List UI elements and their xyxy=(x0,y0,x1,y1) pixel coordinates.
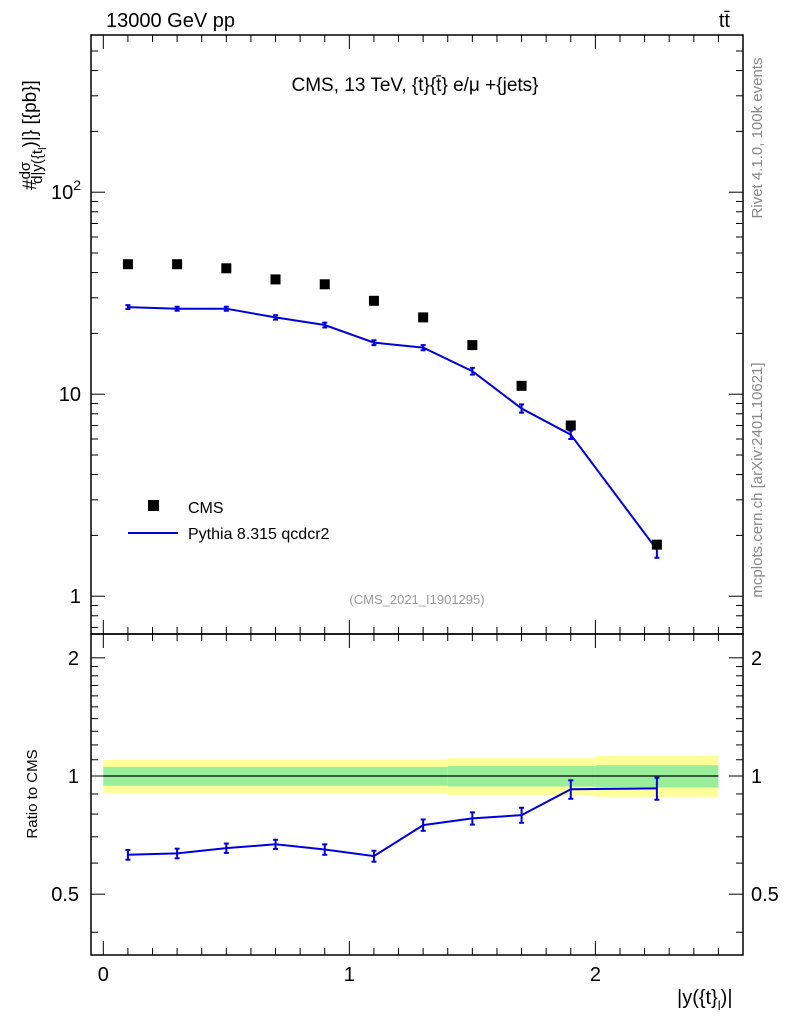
y-tick-label: 1 xyxy=(70,586,81,608)
y-label-denominator: d|y({t xyxy=(29,149,46,184)
cms-point xyxy=(172,259,183,270)
axes xyxy=(90,34,744,956)
x-tick-label: 0 xyxy=(98,964,109,986)
cms-point xyxy=(565,420,576,431)
legend-cms-marker xyxy=(148,500,159,511)
ratio-tick-label-right: 1 xyxy=(751,766,762,788)
y-label-numerator: dσ xyxy=(17,161,34,179)
cms-point xyxy=(122,259,133,270)
y-label-prefix: # xyxy=(20,179,41,190)
ratio-tick-label-left: 2 xyxy=(68,648,79,670)
side-text-mcplots: mcplots.cern.ch [arXiv:2401.10621] xyxy=(749,362,766,597)
x-label-tail: )| xyxy=(721,987,733,1009)
cms-point xyxy=(516,380,527,391)
cms-point xyxy=(221,263,232,274)
cms-point xyxy=(651,539,662,550)
cms-point xyxy=(467,340,478,351)
x-tick-label: 1 xyxy=(344,964,355,986)
y-tick-label: 10 xyxy=(59,384,81,406)
top-panel-frame xyxy=(90,34,744,635)
cms-point xyxy=(368,295,379,306)
analysis-id: (CMS_2021_I1901295) xyxy=(349,592,484,607)
cms-point xyxy=(270,274,281,285)
chart-title: CMS, 13 TeV, {t}{t̄} e/μ +{jets} xyxy=(291,75,538,96)
cms-point xyxy=(418,312,429,323)
y-tick-label: 102 xyxy=(51,177,81,204)
bottom-panel-frame xyxy=(90,633,744,956)
ratio-uncertainty-bands xyxy=(103,755,719,797)
legend-pythia-label: Pythia 8.315 qcdcr2 xyxy=(188,526,330,543)
y-label-tail: )|} [{pb}] xyxy=(20,80,41,147)
ratio-tick-label-right: 2 xyxy=(751,648,762,670)
cms-point xyxy=(319,279,330,290)
y-axis-label-bottom: Ratio to CMS xyxy=(24,749,41,838)
x-axis-label: |y({t}l)| xyxy=(677,987,733,1013)
y-tick-label-exponent: 2 xyxy=(73,177,81,193)
ratio-tick-label-right: 0.5 xyxy=(751,884,779,906)
y-tick-label-base: 10 xyxy=(59,384,81,406)
ratio-tick-label-left: 0.5 xyxy=(51,884,79,906)
x-label-subscript: l xyxy=(718,998,721,1013)
y-label-subscript: l xyxy=(37,147,49,149)
x-label-main: |y({t} xyxy=(677,987,718,1009)
x-tick-label: 2 xyxy=(590,964,601,986)
y-tick-label-base: 10 xyxy=(51,182,73,204)
y-axis-label-top: #dσd|y({tl)|} [{pb}] xyxy=(17,80,49,190)
data-series xyxy=(122,259,662,863)
ratio-line xyxy=(127,787,657,858)
header-left: 13000 GeV pp xyxy=(106,10,235,32)
legend-cms-label: CMS xyxy=(188,500,224,517)
side-text-rivet: Rivet 4.1.0, 100k events xyxy=(749,58,766,219)
ratio-tick-label-left: 1 xyxy=(68,766,79,788)
y-tick-label-base: 1 xyxy=(70,586,81,608)
header-right: tt̄ xyxy=(719,10,731,32)
